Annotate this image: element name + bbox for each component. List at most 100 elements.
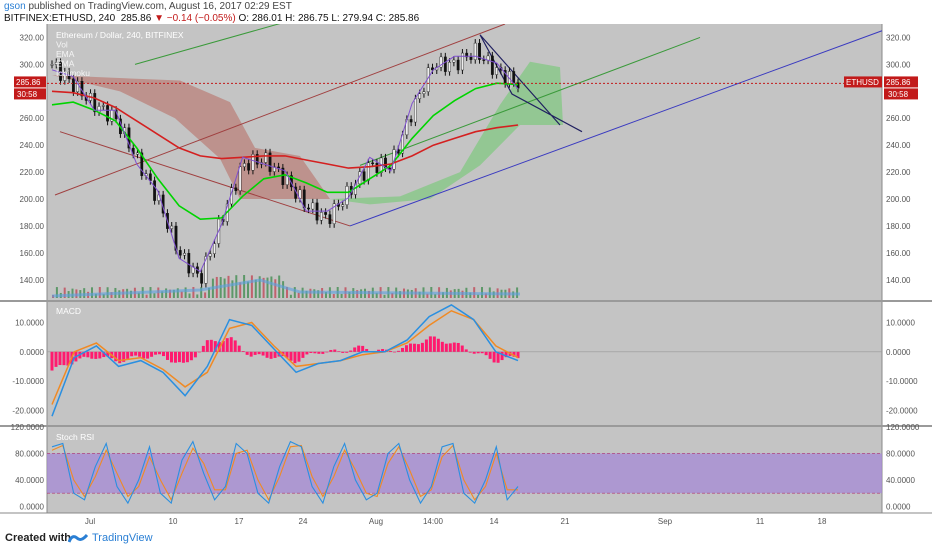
volume-bar — [83, 288, 86, 298]
volume-bar — [340, 293, 343, 298]
volume-bar — [243, 275, 246, 298]
macd-histogram-bar — [253, 351, 257, 355]
price-tick-left: 320.00 — [20, 33, 45, 42]
tradingview-brand-link[interactable]: TradingView — [92, 532, 153, 544]
candle-body — [439, 56, 443, 68]
candle-body — [332, 203, 336, 224]
volume-bar — [348, 291, 351, 298]
macd-signal-line — [51, 309, 519, 405]
macd-histogram-bar — [468, 351, 472, 353]
candle-body — [204, 256, 208, 284]
candle-body — [482, 59, 486, 61]
candle-body — [413, 98, 417, 123]
volume-bar — [297, 292, 300, 298]
macd-histogram-bar — [209, 339, 213, 352]
macd-histogram-bar — [365, 348, 369, 352]
macd-histogram-bar — [361, 345, 365, 352]
volume-bar — [442, 292, 444, 298]
volume-bar — [223, 278, 226, 298]
macd-histogram-bar — [285, 351, 289, 358]
volume-bar — [71, 288, 74, 298]
volume-bar — [250, 275, 253, 298]
macd-histogram-bar — [289, 351, 293, 361]
macd-histogram-bar — [333, 349, 337, 352]
ichimoku-cloud-bullish — [330, 61, 563, 205]
price-change: −0.14 (−0.05%) — [166, 13, 236, 24]
macd-histogram-bar — [106, 351, 110, 357]
legend-entry: Ethereum / Dollar, 240, BITFINEX — [56, 30, 184, 40]
candle-body — [307, 207, 310, 210]
candle-body — [319, 212, 323, 221]
macd-histogram-bar — [98, 351, 102, 359]
candle-body — [200, 273, 204, 284]
volume-bar — [153, 293, 156, 298]
candle-body — [106, 105, 109, 122]
volume-bar — [231, 280, 234, 298]
macd-histogram-bar — [500, 351, 504, 361]
macd-histogram-bar — [245, 351, 249, 355]
macd-histogram-bar — [464, 349, 468, 352]
macd-histogram-bar — [420, 342, 424, 352]
macd-histogram-bar — [512, 351, 516, 357]
macd-histogram-bar — [146, 351, 150, 359]
macd-histogram-bar — [377, 349, 381, 352]
candle-body — [251, 154, 255, 171]
macd-histogram-bar — [444, 343, 448, 352]
candle-body — [448, 62, 451, 72]
trading-chart[interactable]: 140.00 140.00 160.00 160.00 180.00 180.00 200.… — [0, 24, 932, 526]
candle-body — [208, 253, 212, 257]
macd-histogram-bar — [516, 351, 520, 359]
macd-histogram-bar — [428, 336, 432, 352]
stoch-d-line — [51, 444, 518, 502]
macd-histogram-bar — [181, 351, 185, 363]
price-tick-left: 240.00 — [20, 141, 45, 150]
macd-histogram-bar — [408, 343, 412, 352]
volume-bar — [204, 292, 207, 298]
candle-body — [409, 119, 413, 123]
macd-histogram-bar — [397, 350, 401, 352]
macd-histogram-bar — [82, 351, 86, 357]
macd-tick-left: 10.0000 — [15, 319, 44, 328]
price-tick-left: 140.00 — [20, 276, 45, 285]
macd-histogram-bar — [273, 351, 277, 358]
macd-histogram-bar — [225, 338, 229, 352]
macd-histogram-bar — [265, 351, 269, 358]
candle-body — [375, 162, 379, 173]
volume-bar — [172, 289, 175, 298]
macd-histogram-bar — [62, 351, 66, 366]
candle-body — [281, 167, 285, 186]
volume-bar — [469, 292, 472, 298]
candle-body — [59, 62, 62, 81]
volume-bar — [235, 275, 238, 298]
candle-body — [238, 166, 242, 191]
volume-bar — [239, 282, 242, 298]
candle-body — [140, 152, 144, 176]
stoch-tick-left: 80.0000 — [15, 449, 44, 458]
candle-body — [388, 167, 392, 170]
legend-entry: Vol — [56, 40, 68, 50]
candle-body — [461, 52, 464, 71]
author-name[interactable]: gson — [4, 1, 26, 12]
candle-body — [153, 180, 157, 201]
macd-histogram-bar — [436, 338, 440, 352]
macd-histogram-bar — [126, 351, 130, 359]
macd-histogram-bar — [321, 351, 325, 354]
macd-histogram-bar — [162, 351, 166, 357]
macd-histogram-bar — [249, 351, 253, 357]
channel-line-green — [359, 36, 701, 166]
macd-histogram-bar — [154, 351, 158, 355]
macd-pane-title: MACD — [56, 306, 81, 316]
candle-body — [234, 187, 238, 191]
macd-tick-right: 10.0000 — [886, 319, 915, 328]
volume-bar — [98, 287, 101, 298]
volume-bar — [192, 287, 195, 298]
price-tick-left: 180.00 — [20, 222, 45, 231]
macd-histogram-bar — [404, 345, 408, 352]
macd-histogram-bar — [237, 345, 241, 352]
footer: Created with TradingView — [0, 526, 932, 550]
candle-body — [473, 42, 477, 60]
created-with-label: Created with — [5, 532, 72, 544]
price-tick-right: 220.00 — [886, 168, 911, 177]
macd-histogram-bar — [261, 351, 265, 356]
macd-histogram-bar — [400, 347, 404, 352]
